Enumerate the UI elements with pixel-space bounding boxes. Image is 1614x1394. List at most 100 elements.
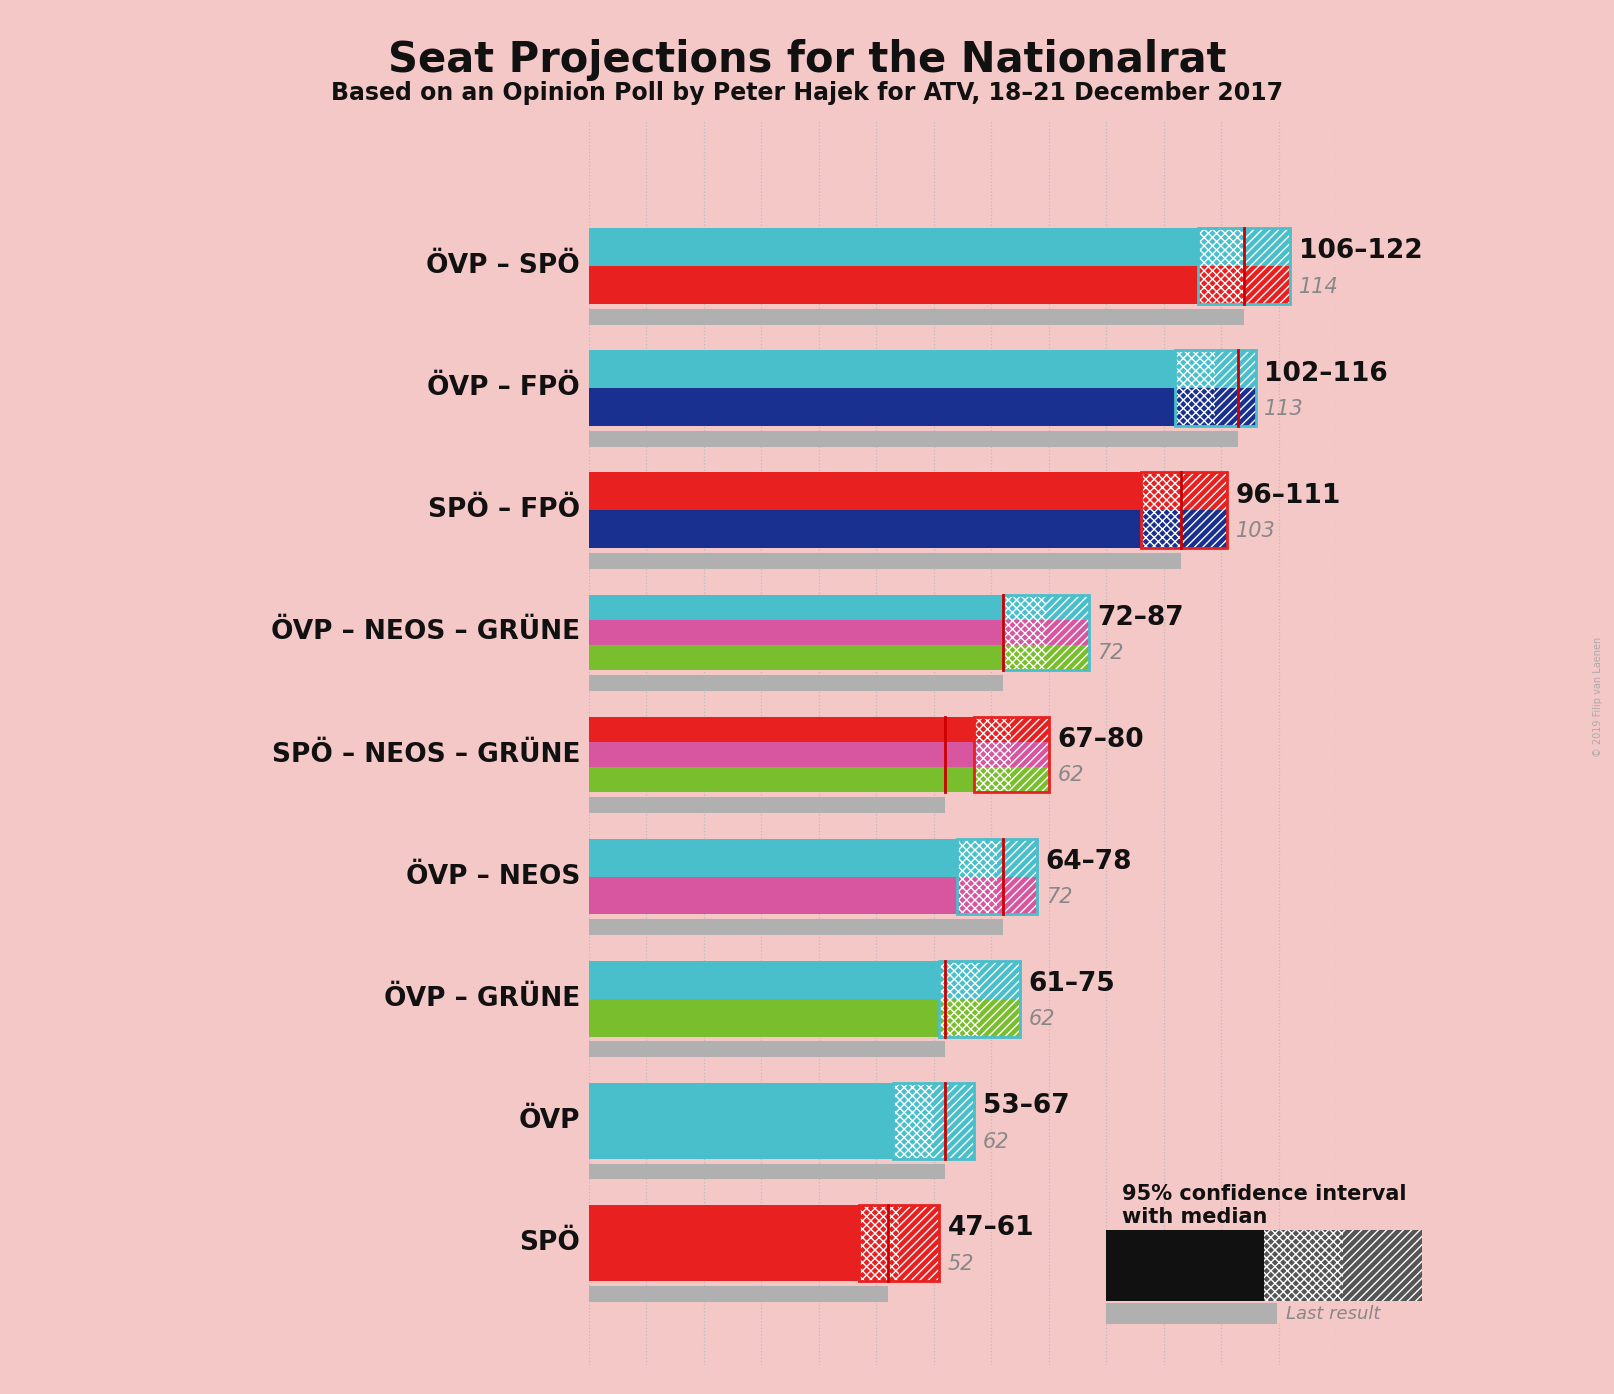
Text: 47–61: 47–61 [947,1216,1035,1241]
Bar [1141,510,1183,548]
Bar [589,797,946,813]
Bar [1046,595,1089,620]
Text: 102–116: 102–116 [1264,361,1388,386]
Text: 114: 114 [1299,277,1338,297]
Bar [589,877,957,914]
Text: SPÖ – FPÖ: SPÖ – FPÖ [428,498,579,523]
Text: SPÖ: SPÖ [520,1230,579,1256]
Bar [1141,473,1183,510]
Bar [939,960,980,998]
Text: © 2019 Filip van Laenen: © 2019 Filip van Laenen [1593,637,1603,757]
Bar [1343,1230,1422,1301]
Text: 106–122: 106–122 [1299,238,1422,265]
Bar [1002,620,1046,645]
Bar [1046,645,1089,671]
Text: Seat Projections for the Nationalrat: Seat Projections for the Nationalrat [387,39,1227,81]
Bar [973,767,1012,792]
Bar [973,717,1049,792]
Bar [589,998,939,1037]
Bar [939,998,980,1037]
Bar [1215,350,1256,388]
Bar [957,839,997,877]
Bar [939,960,980,998]
Bar [589,553,1181,569]
Bar [1012,717,1049,742]
Text: ÖVP – NEOS: ÖVP – NEOS [405,864,579,889]
Bar [589,1083,894,1158]
Bar [980,960,1020,998]
Bar [1215,388,1256,427]
Bar [1175,350,1215,388]
Bar [589,1204,859,1281]
Text: 67–80: 67–80 [1057,726,1144,753]
Bar [1215,388,1256,427]
Text: 62: 62 [1057,765,1085,785]
Bar [1198,229,1290,304]
Bar [1002,595,1089,671]
Bar [1141,510,1183,548]
Text: 103: 103 [1236,521,1275,541]
Bar [1002,645,1046,671]
Bar [1215,350,1256,388]
Bar [589,473,1141,510]
Bar [1198,229,1244,266]
Bar [589,1041,946,1057]
Bar [1244,266,1290,304]
Bar [957,839,1038,914]
Bar [894,1083,935,1158]
Bar [935,1083,973,1158]
Bar [589,742,973,767]
Text: 62: 62 [1028,1009,1056,1030]
Bar [973,742,1012,767]
Bar [1012,742,1049,767]
Bar [1183,473,1227,510]
Bar [997,877,1038,914]
Bar [1183,510,1227,548]
Bar [589,266,1198,304]
Bar [589,595,1002,620]
Bar [859,1204,899,1281]
Text: 61–75: 61–75 [1028,972,1115,997]
Bar [1264,1230,1343,1301]
Text: 113: 113 [1264,399,1304,420]
Bar [894,1083,935,1158]
Bar [1198,229,1244,266]
Bar [997,839,1038,877]
Bar [1198,266,1244,304]
Bar [589,510,1141,548]
Bar [1183,473,1227,510]
Bar [939,960,1020,1037]
Bar [973,742,1012,767]
Text: ÖVP – SPÖ: ÖVP – SPÖ [426,254,579,279]
Text: Based on an Opinion Poll by Peter Hajek for ATV, 18–21 December 2017: Based on an Opinion Poll by Peter Hajek … [331,81,1283,105]
Text: 64–78: 64–78 [1046,849,1133,875]
Bar [589,309,1244,325]
Bar [1264,1230,1343,1301]
Bar [1002,595,1046,620]
Text: Last result: Last result [1286,1305,1380,1323]
Bar [1244,229,1290,266]
Bar [1046,620,1089,645]
Text: SPÖ – NEOS – GRÜNE: SPÖ – NEOS – GRÜNE [271,742,579,768]
Bar [589,1164,946,1179]
Bar [1175,350,1215,388]
Bar [1106,1303,1277,1324]
Text: 72: 72 [1098,643,1123,664]
Bar [980,998,1020,1037]
Bar [1012,767,1049,792]
Bar [859,1204,939,1281]
Bar [973,767,1012,792]
Bar [589,350,1175,388]
Bar [589,1285,888,1302]
Bar [589,431,1238,447]
Bar [589,620,1002,645]
Bar [589,767,973,792]
Bar [589,388,1175,427]
Bar [973,717,1012,742]
Bar [899,1204,939,1281]
Bar [1012,767,1049,792]
Bar [1002,595,1046,620]
Text: 72: 72 [1046,888,1072,907]
Bar [1046,620,1089,645]
Bar [957,877,997,914]
